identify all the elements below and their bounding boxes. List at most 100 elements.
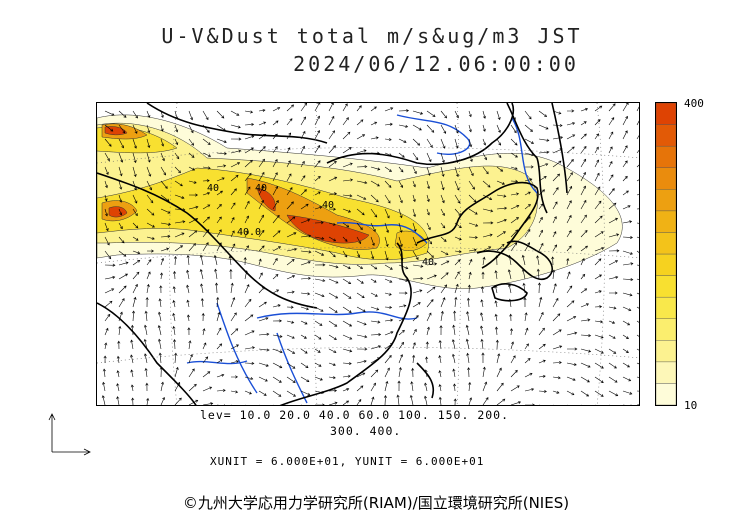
wind-vector	[160, 257, 165, 266]
wind-vector	[188, 218, 199, 224]
wind-vector	[482, 397, 489, 405]
wind-vector	[342, 250, 348, 258]
wind-vector	[202, 204, 211, 210]
wind-vector	[636, 278, 639, 280]
wind-vector	[286, 216, 296, 224]
wind-vector	[258, 229, 265, 238]
wind-vector	[132, 180, 137, 191]
wind-vector	[454, 259, 461, 266]
wind-vector	[480, 312, 484, 322]
wind-vector	[496, 110, 501, 121]
wind-vector	[581, 404, 582, 405]
wind-vector	[552, 244, 557, 252]
wind-vector	[174, 352, 178, 364]
wind-vector	[467, 367, 471, 378]
wind-vector	[636, 208, 639, 210]
wind-vector	[286, 232, 297, 238]
wind-vector	[230, 360, 239, 364]
wind-vector	[370, 208, 378, 218]
wind-vector	[494, 300, 498, 308]
wind-vector	[384, 137, 392, 142]
wind-vector	[174, 220, 186, 224]
wind-vector	[104, 236, 110, 246]
wind-vector	[438, 383, 442, 392]
wind-vector	[412, 315, 419, 322]
wind-vector	[132, 124, 138, 134]
wind-vector	[594, 186, 601, 196]
wind-vector	[286, 320, 295, 324]
wind-vector	[201, 312, 205, 322]
wind-vector	[202, 402, 214, 405]
wind-vector	[272, 120, 279, 126]
wind-vector	[496, 152, 502, 158]
wind-vector	[118, 261, 129, 266]
wind-vector	[188, 138, 195, 146]
wind-vector	[258, 362, 269, 367]
wind-vector	[258, 199, 264, 210]
wind-vector	[370, 222, 376, 233]
wind-vector	[468, 381, 472, 392]
wind-vector	[202, 152, 212, 157]
wind-vector	[160, 247, 170, 252]
wind-vector	[118, 110, 127, 118]
wind-vector	[118, 138, 125, 149]
wind-vector	[216, 164, 227, 168]
wind-vector	[202, 191, 211, 196]
wind-vector	[538, 138, 550, 142]
wind-vector	[580, 258, 585, 266]
wind-vector	[118, 236, 125, 244]
wind-vector	[383, 395, 387, 405]
wind-vector	[230, 328, 239, 336]
wind-vector	[510, 166, 518, 170]
wind-vector	[538, 110, 548, 117]
wind-vector	[524, 343, 529, 350]
wind-vector	[580, 390, 590, 397]
wind-vector	[272, 348, 283, 354]
wind-vector	[157, 338, 162, 350]
wind-vector	[566, 214, 572, 224]
wind-vector	[174, 124, 179, 133]
wind-vector	[608, 376, 618, 383]
wind-vector	[159, 285, 163, 294]
wind-vector	[426, 222, 431, 231]
wind-vector	[496, 353, 501, 364]
wind-vector	[342, 292, 352, 299]
wind-vector	[552, 345, 563, 350]
wind-vector	[398, 222, 403, 233]
wind-vector	[636, 222, 639, 224]
wind-vector	[411, 367, 415, 378]
wind-vector	[116, 383, 120, 392]
wind-vector	[160, 234, 171, 239]
wind-vector	[130, 339, 134, 350]
wind-vector	[636, 306, 639, 309]
wind-vector	[104, 275, 116, 280]
wind-vector	[300, 130, 306, 140]
wind-vector	[580, 145, 587, 154]
wind-vector	[608, 103, 616, 112]
wind-vector	[160, 208, 171, 214]
wind-vector	[159, 272, 164, 280]
wind-vector	[230, 162, 241, 168]
wind-vector	[356, 347, 368, 351]
wind-vector	[314, 292, 325, 298]
wind-vector	[580, 121, 587, 126]
wind-vector	[440, 284, 447, 294]
wind-vector	[104, 152, 110, 162]
wind-vector	[146, 152, 151, 163]
wind-vector	[356, 236, 362, 245]
wind-vector	[146, 208, 155, 216]
wind-vector	[496, 231, 506, 238]
wind-vector	[608, 275, 619, 280]
wind-vector	[146, 222, 155, 228]
wind-vector	[524, 312, 528, 322]
wind-vector	[423, 395, 428, 405]
wind-vector	[188, 166, 196, 171]
wind-vector	[453, 310, 457, 322]
wind-vector	[398, 138, 407, 143]
wind-vector	[300, 189, 307, 196]
wind-vector	[552, 283, 557, 294]
wind-vector	[580, 229, 588, 238]
wind-vector	[314, 306, 324, 312]
wind-vector	[328, 145, 336, 154]
wind-vector	[566, 134, 576, 140]
